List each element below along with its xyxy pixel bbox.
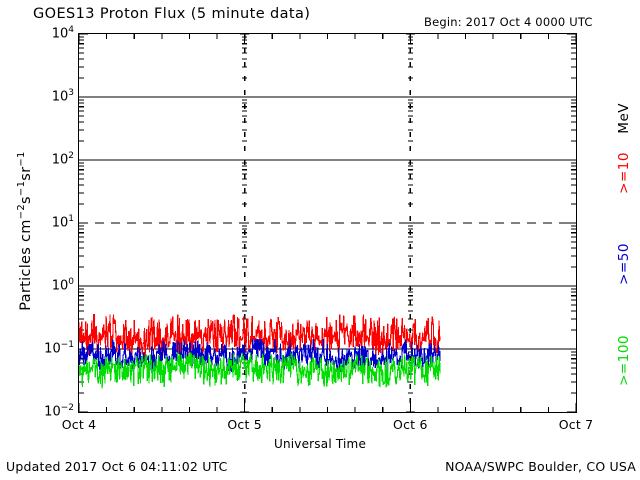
footer-updated-timestamp: Updated 2017 Oct 6 04:11:02 UTC <box>6 459 228 474</box>
x-tick-label: Oct 6 <box>393 417 428 432</box>
footer-source-attribution: NOAA/SWPC Boulder, CO USA <box>445 459 636 474</box>
y-tick-label: 100 <box>51 277 74 294</box>
y-tick-label: 103 <box>51 88 74 105</box>
y-axis-tick-labels: 10−2 10−1 100 101 102 103 104 <box>0 0 74 480</box>
legend-entry-ge100: >=100 <box>616 335 632 386</box>
x-axis-title: Universal Time <box>273 437 367 451</box>
plot-surface <box>79 34 576 412</box>
flux-plot-svg <box>79 34 576 412</box>
legend-entry-ge50: >=50 <box>616 243 632 285</box>
flux-trace-ge100 <box>79 351 441 389</box>
x-tick-label: Oct 7 <box>558 417 594 432</box>
legend-unit-mev: MeV <box>616 103 632 134</box>
y-tick-label: 10−1 <box>44 340 74 357</box>
flux-trace-ge50 <box>79 338 441 374</box>
begin-time-label: Begin: 2017 Oct 4 0000 UTC <box>424 15 593 29</box>
chart-title: GOES13 Proton Flux (5 minute data) <box>33 6 311 22</box>
x-tick-label: Oct 4 <box>61 417 97 432</box>
flux-trace-ge10 <box>79 314 441 358</box>
y-tick-label: 10−2 <box>44 403 74 420</box>
plot-area <box>78 33 577 413</box>
y-tick-label: 101 <box>51 214 74 231</box>
y-tick-label: 104 <box>51 25 74 42</box>
x-tick-label: Oct 5 <box>227 417 262 432</box>
y-tick-label: 102 <box>51 151 74 168</box>
legend-entry-ge10: >=10 <box>616 152 632 194</box>
